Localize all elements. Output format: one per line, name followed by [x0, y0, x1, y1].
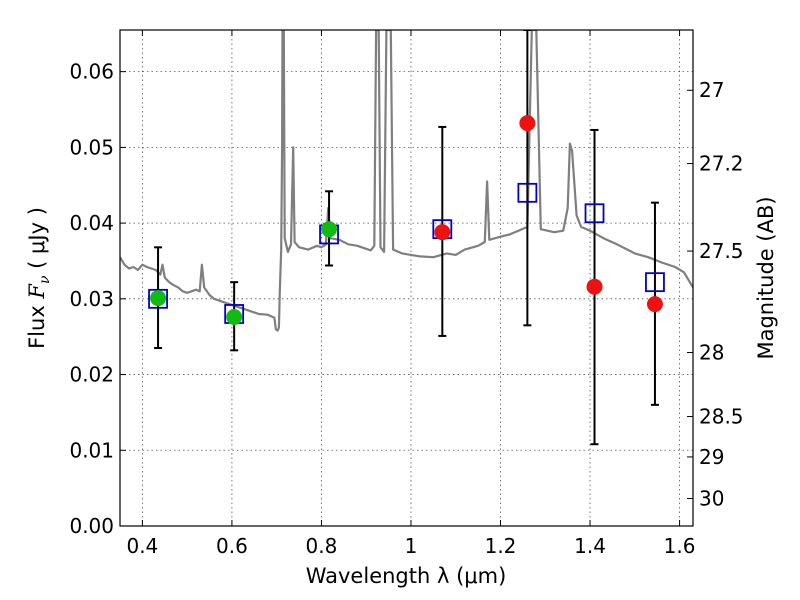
y-tick-label: 0.00 [69, 514, 114, 538]
green-data-point [321, 221, 338, 238]
y-axis-label-sub: ν [37, 275, 53, 284]
y-axis-label: Flux Fν ( μJy ) [25, 207, 53, 349]
x-tick-label: 1.6 [664, 534, 696, 558]
y2-tick-label: 30 [699, 487, 724, 511]
x-tick-label: 1.2 [485, 534, 517, 558]
plot-frame [119, 29, 694, 527]
y-tick-label: 0.02 [69, 363, 114, 387]
model-square-marker [584, 203, 605, 224]
y2-tick-label: 28.5 [699, 405, 744, 429]
x-tick-label: 1.4 [574, 534, 606, 558]
red-data-point [646, 296, 663, 313]
grid-lines [120, 30, 693, 527]
spectrum-line [120, 30, 693, 332]
x-tick-label: 1 [405, 534, 418, 558]
green-data-point [226, 308, 243, 325]
plot-area [120, 30, 693, 446]
red-data-point [519, 115, 536, 132]
y2-tick-label: 28 [699, 341, 724, 365]
y2-tick-label: 29 [699, 445, 724, 469]
red-data-point [586, 278, 603, 295]
y-axis-label-prefix: Flux [25, 299, 49, 349]
y-tick-label: 0.06 [69, 60, 114, 84]
x-axis-label: Wavelength λ (μm) [306, 564, 507, 588]
y-axis-label-symbol: F [25, 283, 49, 300]
x-tick-label: 0.6 [216, 534, 248, 558]
axis-ticks: 0.4 0.6 0.8 1 1.2 1.4 1.6 0.00 0.01 0.02 0.03 0.04 0… [69, 30, 744, 558]
green-data-point [150, 290, 167, 307]
y-tick-label: 0.05 [69, 135, 114, 159]
x-tick-label: 0.4 [126, 534, 158, 558]
y-axis-label-suffix: ( μJy ) [25, 207, 49, 275]
model-square-marker [148, 288, 168, 309]
model-square-marker [517, 182, 538, 203]
y2-tick-label: 27 [699, 78, 724, 102]
y2-axis-label: Magnitude (AB) [754, 196, 778, 359]
y-tick-label: 0.03 [69, 287, 114, 311]
x-tick-label: 0.8 [306, 534, 338, 558]
red-data-point [434, 224, 451, 241]
y-tick-label: 0.04 [69, 211, 114, 235]
y2-tick-label: 27.5 [699, 239, 744, 263]
y2-tick-label: 27.2 [699, 152, 744, 176]
model-square-marker [645, 272, 665, 293]
y-tick-label: 0.01 [69, 438, 114, 462]
